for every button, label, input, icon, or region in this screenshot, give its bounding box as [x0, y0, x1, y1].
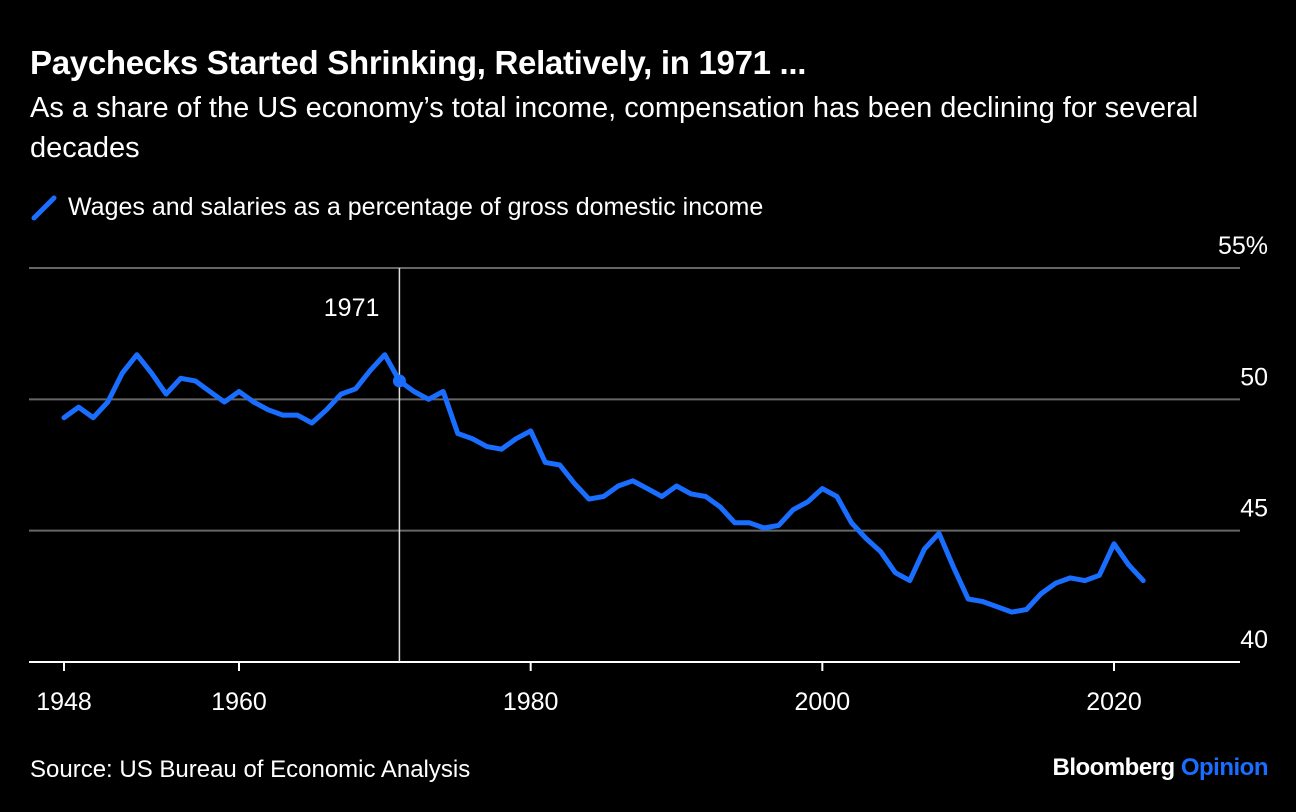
y-tick-label: 50 — [1240, 363, 1268, 391]
x-tick-label: 2000 — [795, 688, 851, 716]
legend-label: Wages and salaries as a percentage of gr… — [68, 192, 764, 221]
legend: Wages and salaries as a percentage of gr… — [30, 192, 763, 222]
x-tick-label: 2020 — [1086, 688, 1142, 716]
legend-line-swatch-icon — [31, 195, 57, 221]
chart-title: Paychecks Started Shrinking, Relatively,… — [30, 44, 807, 81]
brand-accent: Opinion — [1180, 754, 1269, 781]
x-tick-label: 1948 — [36, 688, 92, 716]
source-note: Source: US Bureau of Economic Analysis — [30, 756, 471, 783]
series — [61, 352, 1146, 615]
gridlines — [29, 267, 1240, 532]
y-tick-label: 55% — [1218, 232, 1268, 260]
annotation-label: 1971 — [324, 294, 380, 322]
y-axis-tick-labels: 55% 50 45 40 — [1218, 232, 1268, 654]
chart-subtitle: As a share of the US economy’s total inc… — [30, 92, 1199, 164]
brand-main: Bloomberg — [1052, 754, 1176, 781]
y-tick-label: 45 — [1240, 495, 1268, 523]
x-tick-label: 1960 — [211, 688, 267, 716]
x-tick-label: 1980 — [503, 688, 559, 716]
bloomberg-opinion-logo: Bloomberg Opinion — [1053, 754, 1269, 782]
series-line — [61, 352, 1146, 615]
y-tick-label: 40 — [1240, 626, 1268, 654]
annotation-1971: 1971 — [324, 268, 401, 662]
x-axis: 1948 1960 1980 2000 2020 — [29, 661, 1240, 716]
annotation-point — [392, 374, 406, 388]
